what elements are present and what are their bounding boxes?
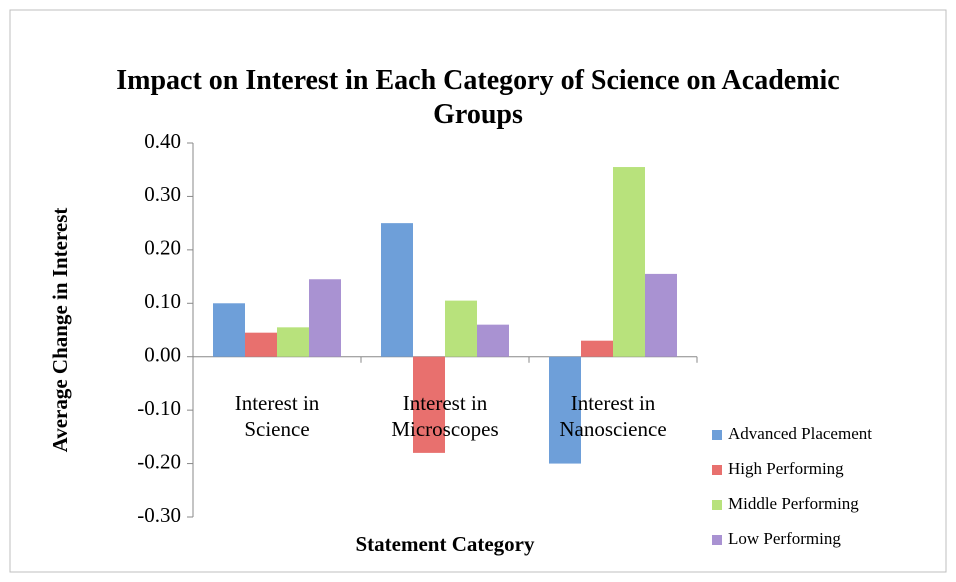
- legend-swatch: [712, 430, 722, 440]
- bar: [413, 356, 445, 453]
- bar: [549, 356, 581, 464]
- bar: [613, 167, 645, 357]
- y-tick-label: 0.10: [144, 289, 181, 313]
- bar: [277, 327, 309, 357]
- y-tick-label: 0.40: [144, 129, 181, 153]
- chart-title: Impact on Interest in Each Category of S…: [116, 65, 840, 130]
- legend-label: Advanced Placement: [728, 424, 872, 443]
- y-tick-label: -0.20: [137, 449, 181, 473]
- y-tick-label: -0.30: [137, 503, 181, 527]
- bar: [477, 324, 509, 357]
- y-tick-label: 0.20: [144, 236, 181, 260]
- bar: [381, 223, 413, 357]
- x-tick-label: Interest in Science: [234, 391, 320, 441]
- legend-swatch: [712, 465, 722, 475]
- legend-label: High Performing: [728, 459, 844, 478]
- bar: [645, 273, 677, 357]
- legend-label: Low Performing: [728, 529, 841, 548]
- x-tick-label: Interest in Microscopes: [391, 391, 499, 441]
- x-axis-title: Statement Category: [355, 532, 535, 556]
- x-tick-label: Interest in Nanoscience: [559, 391, 667, 441]
- y-tick-label: -0.10: [137, 396, 181, 420]
- bar: [581, 340, 613, 357]
- chart-border: [9, 9, 947, 573]
- bar: [445, 300, 477, 357]
- bar: [245, 332, 277, 357]
- legend-swatch: [712, 535, 722, 545]
- y-tick-label: 0.00: [144, 343, 181, 367]
- bar: [309, 279, 341, 357]
- y-tick-label: 0.30: [144, 182, 181, 206]
- legend-label: Middle Performing: [728, 494, 859, 513]
- bar: [213, 303, 245, 357]
- y-axis-title: Average Change in Interest: [48, 208, 72, 453]
- legend-swatch: [712, 500, 722, 510]
